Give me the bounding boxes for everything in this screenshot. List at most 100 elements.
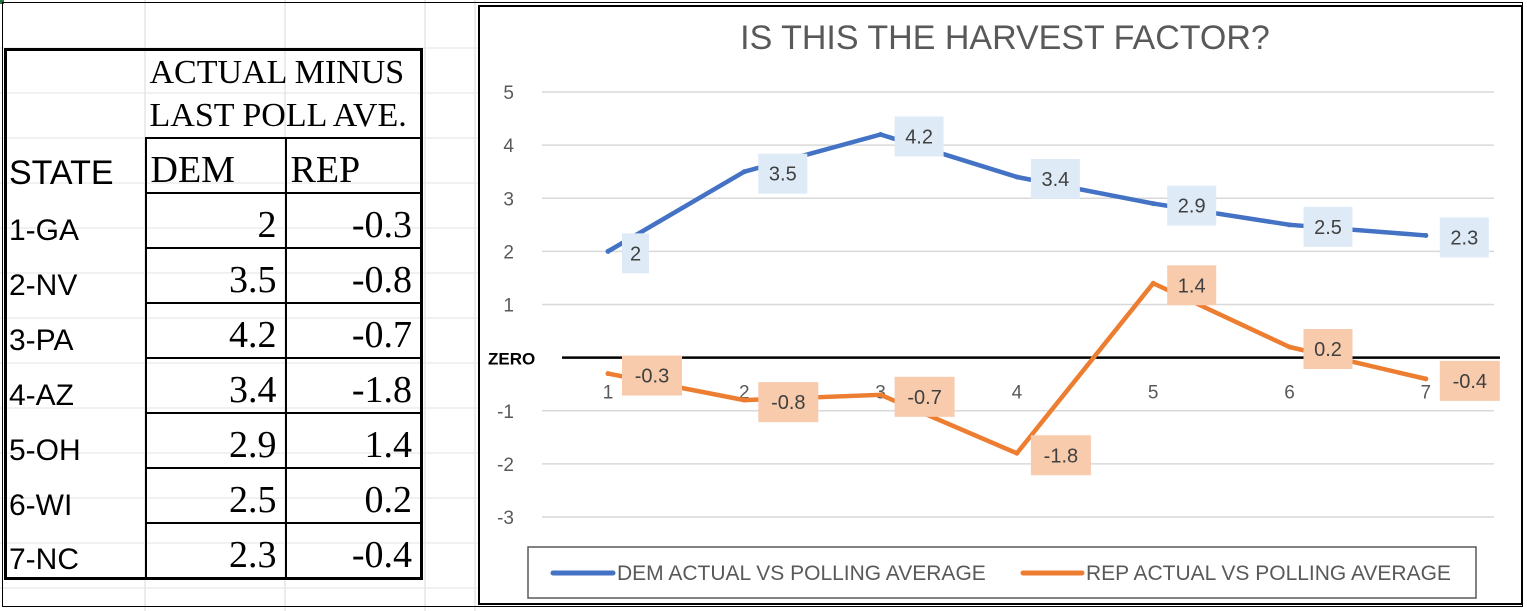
series-point[interactable] (1287, 222, 1292, 228)
rep-value-cell[interactable]: 0.2 (284, 467, 423, 524)
series-line[interactable] (605, 281, 1429, 456)
rep-value-cell[interactable]: -1.8 (284, 357, 423, 414)
table-row: 2-NV 3.5 -0.8 (6, 247, 423, 304)
dem-value-cell[interactable]: 3.4 (144, 357, 287, 414)
rep-value-cell[interactable]: -0.3 (284, 192, 423, 249)
series-point[interactable] (605, 248, 611, 254)
data-label: 2.9 (1178, 196, 1206, 218)
x-tick-label: 2 (739, 383, 750, 404)
x-axis-ticks: 1234567 (603, 383, 1431, 404)
dem-column-header: DEM (144, 137, 287, 194)
state-cell[interactable]: 6-WI (9, 489, 73, 522)
series-point[interactable] (741, 169, 747, 175)
y-tick-label: -1 (497, 402, 514, 423)
data-label: 3.4 (1041, 169, 1069, 191)
series-point[interactable] (1150, 201, 1156, 207)
data-labels-group: 2 3.5 4.2 3.4 2.9 2.5 2.3 -0.3 -0.8 -0.7 -1.8 1.4 0.… (622, 116, 1500, 476)
series-point[interactable] (1423, 376, 1429, 382)
legend-box (527, 546, 1477, 599)
dem-value-cell[interactable]: 2.3 (144, 522, 287, 579)
zero-label: ZERO (488, 350, 535, 369)
x-tick-label: 1 (603, 383, 614, 404)
table-corner-cell[interactable] (6, 50, 146, 95)
data-label-bg (1439, 360, 1500, 401)
data-label-bg (1303, 206, 1353, 247)
state-cell[interactable]: 2-NV (9, 269, 78, 302)
series-point[interactable] (1423, 232, 1429, 238)
line-chart[interactable]: IS THIS THE HARVEST FACTOR? 54321-1-2-3 … (478, 5, 1523, 605)
series-point[interactable] (878, 392, 884, 398)
y-tick-label: -3 (497, 508, 514, 529)
legend: DEM ACTUAL VS POLLING AVERAGE REP ACTUAL … (527, 546, 1477, 599)
data-label: -0.7 (907, 387, 941, 409)
y-tick-label: 2 (503, 242, 514, 263)
data-label-bg (894, 376, 955, 417)
rep-column-header: REP (284, 137, 423, 194)
series-point[interactable] (1150, 280, 1156, 286)
data-label: 1.4 (1178, 275, 1206, 297)
series-group (605, 132, 1429, 456)
state-cell[interactable]: 7-NC (9, 542, 80, 576)
state-cell[interactable]: 4-AZ (9, 379, 75, 412)
data-label-bg (894, 116, 944, 157)
dem-value-cell[interactable]: 2 (144, 192, 287, 249)
chart-title: IS THIS THE HARVEST FACTOR? (740, 19, 1270, 57)
series-point[interactable] (1287, 344, 1292, 350)
rep-value-cell[interactable]: -0.4 (284, 522, 423, 579)
data-label-bg (758, 382, 819, 423)
data-label-bg (622, 355, 682, 396)
gridlines (542, 91, 1494, 518)
table-row: 1-GA 2 -0.3 (6, 192, 423, 249)
series-line[interactable] (605, 132, 1429, 254)
data-label-bg (758, 153, 808, 194)
series-point[interactable] (605, 371, 611, 377)
data-label: 3.5 (769, 164, 797, 186)
state-column-header: STATE (9, 154, 114, 192)
x-tick-label: 5 (1148, 383, 1159, 404)
data-label: -0.4 (1453, 371, 1487, 393)
data-label-bg (622, 233, 649, 274)
data-label-bg (1439, 217, 1489, 258)
table-header-line2: LAST POLL AVE. (149, 97, 407, 134)
state-cell[interactable]: 3-PA (9, 324, 74, 357)
table-blank-cell[interactable] (6, 94, 146, 138)
legend-label: REP ACTUAL VS POLLING AVERAGE (1086, 562, 1451, 585)
y-tick-label: 3 (503, 189, 514, 210)
table-row: 4-AZ 3.4 -1.8 (6, 357, 423, 414)
data-label-bg (1030, 435, 1091, 476)
data-label: -0.8 (771, 392, 805, 414)
data-label: -0.3 (635, 366, 669, 388)
rep-value-cell[interactable]: -0.8 (284, 247, 423, 304)
y-axis-ticks: 5 4 3 2 1 -1 -2 -3 (497, 83, 514, 529)
x-tick-label: 4 (1012, 383, 1023, 404)
data-label-bg (1030, 159, 1080, 199)
dem-value-cell[interactable]: 3.5 (144, 247, 287, 304)
dem-value-cell[interactable]: 4.2 (144, 302, 287, 359)
data-label: 2.5 (1314, 217, 1342, 239)
table-row: 3-PA 4.2 -0.7 (6, 302, 423, 359)
data-label-bg (1303, 329, 1353, 369)
y-tick-label: 1 (503, 296, 514, 317)
data-label-bg (1167, 185, 1217, 226)
series-point[interactable] (1014, 450, 1020, 456)
data-label: 0.2 (1314, 339, 1342, 361)
legend-label: DEM ACTUAL VS POLLING AVERAGE (617, 562, 986, 585)
y-tick-label: 4 (503, 136, 514, 157)
series-point[interactable] (1014, 174, 1020, 180)
table-row: 5-OH 2.9 1.4 (6, 412, 423, 469)
state-cell[interactable]: 5-OH (9, 434, 81, 467)
x-tick-label: 7 (1421, 383, 1432, 404)
dem-value-cell[interactable]: 2.9 (144, 412, 287, 469)
rep-value-cell[interactable]: -0.7 (284, 302, 423, 359)
series-point[interactable] (741, 397, 747, 403)
table-body: 1-GA 2 -0.3 2-NV 3.5 -0.8 3-PA 4.2 -0.7 4-AZ 3.4 -1… (6, 192, 423, 579)
data-label: 4.2 (905, 127, 933, 149)
table-row: 6-WI 2.5 0.2 (6, 467, 423, 524)
rep-value-cell[interactable]: 1.4 (284, 412, 423, 469)
data-label-bg (1167, 265, 1217, 306)
dem-value-cell[interactable]: 2.5 (144, 467, 287, 524)
table-row: 7-NC 2.3 -0.4 (6, 522, 423, 579)
state-cell[interactable]: 1-GA (9, 214, 80, 247)
series-point[interactable] (878, 132, 884, 137)
y-tick-label: -2 (497, 455, 514, 476)
